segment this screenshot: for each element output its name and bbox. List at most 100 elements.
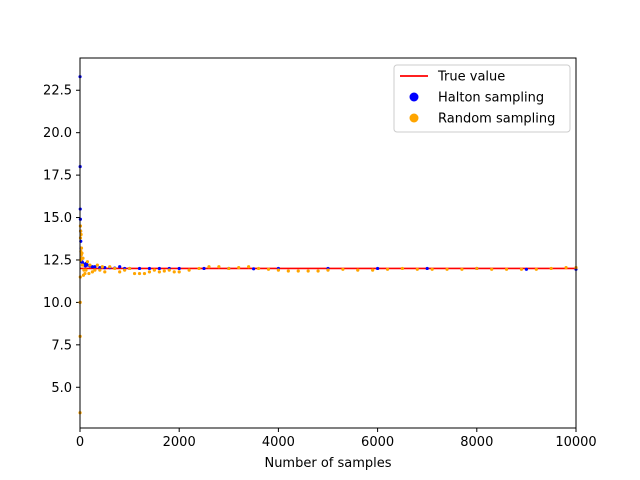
x-tick-label: 0 — [76, 435, 84, 450]
data-point — [460, 267, 464, 271]
data-point — [247, 265, 251, 269]
data-point — [113, 266, 117, 271]
x-tick-label: 8000 — [460, 435, 493, 450]
data-point — [84, 268, 88, 272]
x-tick-label: 4000 — [262, 435, 295, 450]
data-point — [108, 265, 112, 269]
x-axis-label: Number of samples — [264, 456, 391, 471]
data-point — [118, 270, 122, 274]
y-tick-label: 10.0 — [43, 296, 72, 311]
data-point — [276, 268, 280, 272]
data-point — [376, 266, 380, 271]
legend: True value Halton sampling Random sampli… — [393, 64, 571, 133]
data-point — [152, 268, 156, 272]
data-point — [157, 270, 161, 274]
data-point — [425, 266, 429, 271]
data-point — [118, 265, 122, 269]
plot-frame — [79, 57, 577, 429]
y-tick-label: 12.5 — [43, 253, 72, 268]
data-point — [142, 271, 147, 276]
legend-halton-swatch — [409, 92, 419, 102]
data-point — [95, 263, 99, 267]
plot-content — [78, 75, 578, 415]
data-point — [78, 229, 83, 233]
data-point — [490, 267, 494, 271]
data-point — [326, 268, 330, 272]
data-point — [217, 265, 221, 269]
data-point — [132, 271, 137, 276]
data-point — [524, 267, 529, 271]
data-point — [564, 266, 568, 270]
data-point — [385, 267, 390, 271]
data-point — [187, 268, 191, 272]
data-point — [123, 268, 127, 272]
data-point — [519, 267, 524, 271]
data-point — [98, 266, 102, 270]
data-point — [103, 270, 107, 274]
data-point — [100, 265, 104, 269]
data-point — [266, 267, 271, 271]
data-point — [147, 266, 152, 271]
data-point — [147, 270, 152, 274]
y-axis-ticks: 5.0 7.5 10.0 12.5 15.0 17.5 20.0 22.5 — [43, 84, 80, 396]
data-point — [400, 266, 404, 271]
legend-halton-label: Halton sampling — [438, 91, 544, 106]
y-tick-label: 15.0 — [43, 211, 72, 226]
data-point — [162, 269, 166, 273]
series-random — [78, 224, 578, 415]
data-point — [475, 266, 479, 271]
data-point — [227, 266, 231, 271]
y-tick-label: 5.0 — [51, 381, 72, 396]
data-point — [430, 267, 434, 271]
y-tick-label: 7.5 — [51, 338, 72, 353]
data-point — [371, 268, 375, 272]
data-point — [80, 263, 85, 267]
data-point — [79, 246, 84, 250]
y-tick-label: 22.5 — [43, 84, 72, 99]
data-point — [93, 268, 97, 272]
data-point — [85, 260, 90, 264]
data-point — [85, 263, 90, 267]
data-point — [128, 266, 132, 271]
data-point — [549, 266, 553, 271]
data-point — [98, 268, 102, 272]
data-point — [252, 267, 256, 271]
x-tick-label: 10000 — [555, 435, 596, 450]
data-point — [87, 271, 91, 276]
data-point — [356, 268, 360, 272]
data-point — [306, 269, 310, 273]
data-point — [81, 256, 85, 260]
data-point — [90, 270, 94, 274]
x-axis-ticks: 0 2000 4000 6000 8000 10000 — [76, 428, 597, 450]
data-point — [88, 263, 92, 267]
legend-true-value-label: True value — [437, 70, 505, 85]
legend-random-label: Random sampling — [438, 112, 555, 127]
data-point — [90, 265, 94, 269]
x-tick-label: 2000 — [163, 435, 196, 450]
legend-random-swatch — [409, 113, 419, 123]
data-point — [172, 270, 176, 274]
legend-box — [393, 64, 571, 133]
data-point — [93, 265, 97, 269]
data-point — [207, 265, 211, 269]
data-point — [256, 266, 261, 271]
data-point — [341, 267, 345, 271]
data-point — [534, 267, 538, 271]
data-point — [83, 271, 87, 276]
data-point — [137, 271, 142, 276]
data-point — [445, 267, 449, 271]
data-point — [202, 266, 206, 271]
data-point — [296, 269, 300, 273]
y-tick-label: 20.0 — [43, 126, 72, 141]
data-point — [286, 269, 290, 273]
data-point — [237, 266, 241, 270]
data-point — [177, 270, 181, 274]
data-point — [80, 251, 84, 255]
data-point — [316, 269, 320, 273]
data-point — [157, 266, 161, 271]
data-point — [137, 266, 142, 271]
data-point — [177, 266, 181, 271]
x-tick-label: 6000 — [361, 435, 394, 450]
data-point — [504, 267, 509, 271]
